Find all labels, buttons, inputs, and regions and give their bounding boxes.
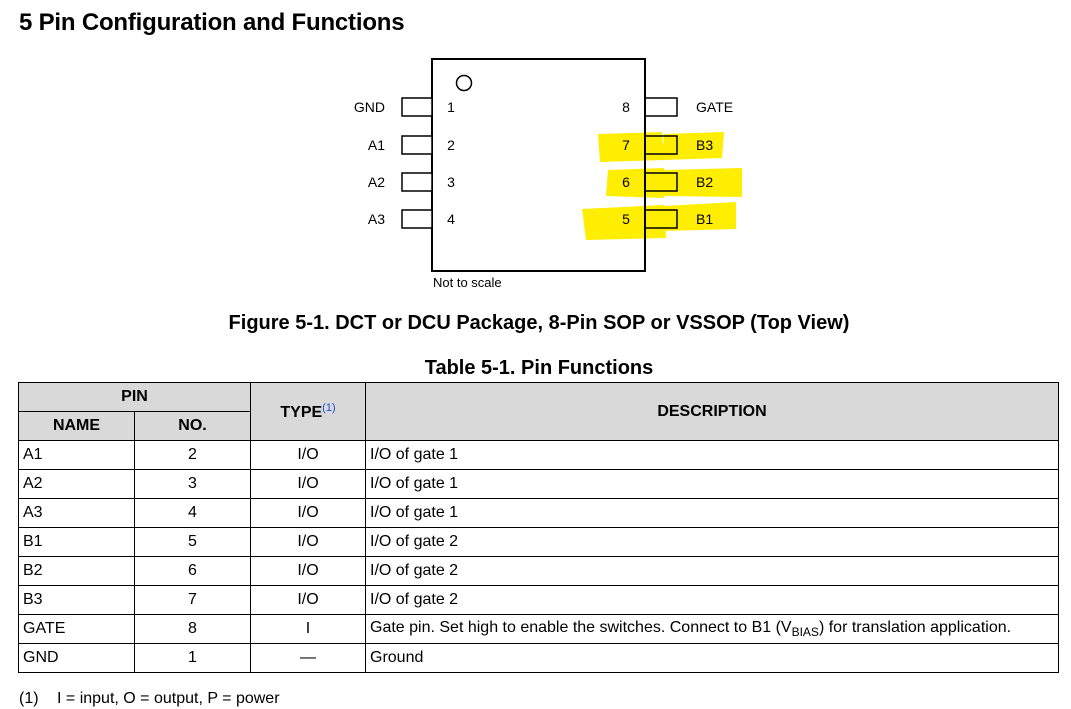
- pin-lead: [401, 97, 433, 117]
- pin-type-cell: I/O: [250, 498, 366, 528]
- pin-label: B3: [696, 137, 713, 153]
- description-text: I/O of gate 2: [370, 591, 459, 608]
- description-text: I/O of gate 2: [370, 562, 459, 579]
- header-pin: PIN: [18, 382, 251, 412]
- pin-number-cell: 1: [134, 643, 251, 673]
- description-text: I/O of gate 1: [370, 475, 459, 492]
- footnote-text: I = input, O = output, P = power: [57, 690, 280, 707]
- pin-number: 5: [622, 211, 630, 227]
- footnote: (1) I = input, O = output, P = power: [19, 690, 280, 708]
- highlight-mark: [664, 202, 736, 231]
- pin-lead: [644, 209, 678, 229]
- pin-description-cell: Ground: [365, 643, 1059, 673]
- pin-number: 1: [447, 99, 455, 115]
- pin-number-cell: 5: [134, 527, 251, 557]
- description-text: I/O of gate 2: [370, 533, 459, 550]
- pin-type-cell: I/O: [250, 469, 366, 499]
- pin-number-cell: 7: [134, 585, 251, 615]
- pin-lead: [401, 209, 433, 229]
- table-row: B1 5 I/O I/O of gate 2: [18, 527, 1059, 557]
- pin-highlights: [582, 132, 742, 240]
- header-type-label: TYPE: [280, 403, 323, 421]
- highlight-mark: [664, 168, 742, 197]
- footnote-number: (1): [19, 690, 39, 707]
- pin-label: A1: [368, 137, 385, 153]
- table-row: B2 6 I/O I/O of gate 2: [18, 556, 1059, 586]
- pin-label: A2: [368, 174, 385, 190]
- pin-number-cell: 8: [134, 614, 251, 644]
- pin-type-cell: I/O: [250, 527, 366, 557]
- pin-type-cell: I/O: [250, 556, 366, 586]
- pin-type-cell: I/O: [250, 440, 366, 470]
- package-diagram: GND 1 A1 2 A2 3 A3 4 8 GATE 7 B3 6 B2 5 B1 Not to scale: [354, 58, 742, 290]
- pin-number-cell: 2: [134, 440, 251, 470]
- pin-name-cell: B3: [18, 585, 135, 615]
- pin-lead: [401, 135, 433, 155]
- pin1-marker: [455, 74, 473, 92]
- type-footnote-ref[interactable]: (1): [322, 401, 336, 414]
- pin-lead: [644, 135, 678, 155]
- pin-number: 6: [622, 174, 630, 190]
- pin-description-cell: Gate pin. Set high to enable the switche…: [365, 614, 1059, 644]
- pin-description-cell: I/O of gate 1: [365, 440, 1059, 470]
- pin-name-cell: A1: [18, 440, 135, 470]
- description-text: I/O of gate 1: [370, 446, 459, 463]
- package-pins: GND 1 A1 2 A2 3 A3 4 8 GATE 7 B3 6 B2 5 B1: [354, 97, 733, 229]
- pin-label: B1: [696, 211, 713, 227]
- pin-name-cell: GND: [18, 643, 135, 673]
- pin-name-cell: A2: [18, 469, 135, 499]
- pin-description-cell: I/O of gate 2: [365, 527, 1059, 557]
- pin-description-cell: I/O of gate 1: [365, 469, 1059, 499]
- description-text: Gate pin. Set high to enable the switche…: [370, 618, 792, 636]
- pin-number: 2: [447, 137, 455, 153]
- pin-number: 4: [447, 211, 455, 227]
- pin-type-cell: I: [250, 614, 366, 644]
- package-body: [431, 58, 646, 272]
- header-no: NO.: [134, 411, 251, 441]
- pin-lead: [401, 172, 433, 192]
- table-row: GATE 8 I Gate pin. Set high to enable the s…: [18, 614, 1059, 644]
- table-caption: Table 5-1. Pin Functions: [424, 357, 654, 379]
- table-row: GND 1— Ground: [18, 643, 1059, 673]
- pin-number: 3: [447, 174, 455, 190]
- pin-label: GATE: [696, 99, 733, 115]
- header-description: DESCRIPTION: [365, 382, 1059, 441]
- table-row: A2 3 I/O I/O of gate 1: [18, 469, 1059, 499]
- table-row: A1 2 I/O I/O of gate 1: [18, 440, 1059, 470]
- pin-lead: [644, 172, 678, 192]
- pin-number: 8: [622, 99, 630, 115]
- scale-note: Not to scale: [433, 275, 502, 290]
- pin-type-cell: —: [250, 643, 366, 673]
- section-title: 5 Pin Configuration and Functions: [19, 9, 405, 36]
- figure-caption: Figure 5-1. DCT or DCU Package, 8-Pin SO…: [228, 312, 850, 334]
- pin-name-cell: GATE: [18, 614, 135, 644]
- pin-functions-table: PIN TYPE(1) DESCRIPTION NAME NO. A1 2 I/O I…: [18, 382, 1059, 673]
- header-type: TYPE(1): [250, 382, 366, 441]
- pin-type-cell: I/O: [250, 585, 366, 615]
- description-tail: ) for translation application.: [818, 618, 1012, 636]
- pin-number: 7: [622, 137, 630, 153]
- pin-name-cell: B1: [18, 527, 135, 557]
- pin-description-cell: I/O of gate 2: [365, 585, 1059, 615]
- pin-label: GND: [354, 99, 385, 115]
- pin-number-cell: 6: [134, 556, 251, 586]
- pin-description-cell: I/O of gate 2: [365, 556, 1059, 586]
- description-subscript: BIAS: [791, 625, 819, 640]
- pin-number-cell: 4: [134, 498, 251, 528]
- description-text: Ground: [370, 649, 424, 666]
- pin-label: A3: [368, 211, 385, 227]
- pin-description-cell: I/O of gate 1: [365, 498, 1059, 528]
- description-text: I/O of gate 1: [370, 504, 459, 521]
- pin-name-cell: B2: [18, 556, 135, 586]
- pin-name-cell: A3: [18, 498, 135, 528]
- pin-number-cell: 3: [134, 469, 251, 499]
- table-row: B3 7 I/O I/O of gate 2: [18, 585, 1059, 615]
- pin-label: B2: [696, 174, 713, 190]
- pin-lead: [644, 97, 678, 117]
- header-name: NAME: [18, 411, 135, 441]
- table-row: A3 4 I/O I/O of gate 1: [18, 498, 1059, 528]
